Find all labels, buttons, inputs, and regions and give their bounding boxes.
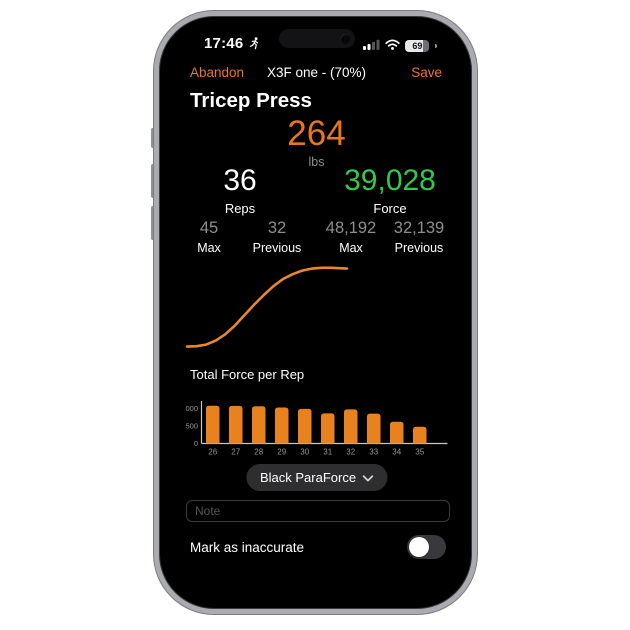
force-bar-chart: 0 500 000 26 27 28 29 30 31 32 33 34 35: [185, 401, 448, 457]
svg-text:000: 000: [185, 404, 198, 413]
save-button[interactable]: Save: [411, 65, 442, 80]
force-label: Force: [373, 201, 407, 216]
exercise-title: Tricep Press: [190, 89, 312, 112]
workout-title: X3F one - (70%): [266, 65, 367, 80]
volume-down-button: [151, 206, 155, 240]
mark-inaccurate-label: Mark as inaccurate: [190, 540, 305, 555]
band-selector-label: Black ParaForce: [259, 470, 357, 485]
svg-text:500: 500: [185, 422, 198, 431]
svg-text:32: 32: [346, 448, 355, 457]
force-previous-label: Previous: [394, 241, 444, 255]
svg-text:27: 27: [231, 448, 240, 457]
battery-cap: [435, 43, 437, 49]
force-curve-chart: [185, 266, 349, 348]
reps-value: 36: [223, 164, 257, 197]
force-max-value: 48,192: [325, 219, 377, 237]
force-max-stat: 48,192 Max: [319, 219, 383, 255]
svg-text:35: 35: [415, 448, 424, 457]
reps-label: Reps: [224, 201, 256, 216]
battery-percent: 69: [412, 41, 423, 51]
battery-icon: 69: [405, 39, 430, 53]
weight-unit: lbs: [308, 155, 325, 169]
toggle-knob: [409, 536, 429, 557]
phone-screen: 17:46: [166, 21, 467, 605]
weight-value: 264: [287, 114, 346, 153]
band-selector-button[interactable]: Black ParaForce: [245, 464, 388, 491]
bar-chart-title: Total Force per Rep: [190, 367, 305, 382]
reps-block: 36 Reps: [180, 163, 300, 216]
reps-max-value: 45: [199, 219, 219, 237]
dynamic-island: [278, 29, 355, 48]
workout-runner-icon: [249, 37, 260, 55]
force-max-label: Max: [339, 241, 363, 255]
force-value: 39,028: [344, 164, 436, 197]
svg-text:26: 26: [208, 448, 217, 457]
reps-max-stat: 45 Max: [177, 219, 241, 255]
mark-inaccurate-toggle[interactable]: [407, 535, 446, 559]
svg-text:31: 31: [323, 448, 332, 457]
svg-text:0: 0: [194, 439, 198, 448]
cellular-signal-icon: [363, 37, 380, 55]
svg-text:29: 29: [277, 448, 286, 457]
front-camera: [339, 33, 350, 44]
note-input[interactable]: [186, 500, 450, 522]
svg-text:34: 34: [392, 448, 401, 457]
svg-text:33: 33: [369, 448, 378, 457]
force-previous-stat: 32,139 Previous: [387, 219, 451, 255]
reps-previous-stat: 32 Previous: [245, 219, 309, 255]
chevron-down-icon: [362, 470, 373, 485]
reps-max-label: Max: [197, 241, 221, 255]
reps-previous-value: 32: [267, 219, 287, 237]
svg-text:28: 28: [254, 448, 263, 457]
abandon-button[interactable]: Abandon: [190, 65, 245, 80]
reps-previous-label: Previous: [252, 241, 302, 255]
wifi-icon: [385, 37, 401, 55]
action-button: [151, 128, 155, 148]
status-time: 17:46: [204, 35, 244, 52]
phone-frame: 17:46: [154, 11, 477, 614]
force-previous-value: 32,139: [393, 219, 445, 237]
svg-text:30: 30: [300, 448, 309, 457]
force-block: 39,028 Force: [330, 163, 450, 216]
volume-up-button: [151, 164, 155, 198]
